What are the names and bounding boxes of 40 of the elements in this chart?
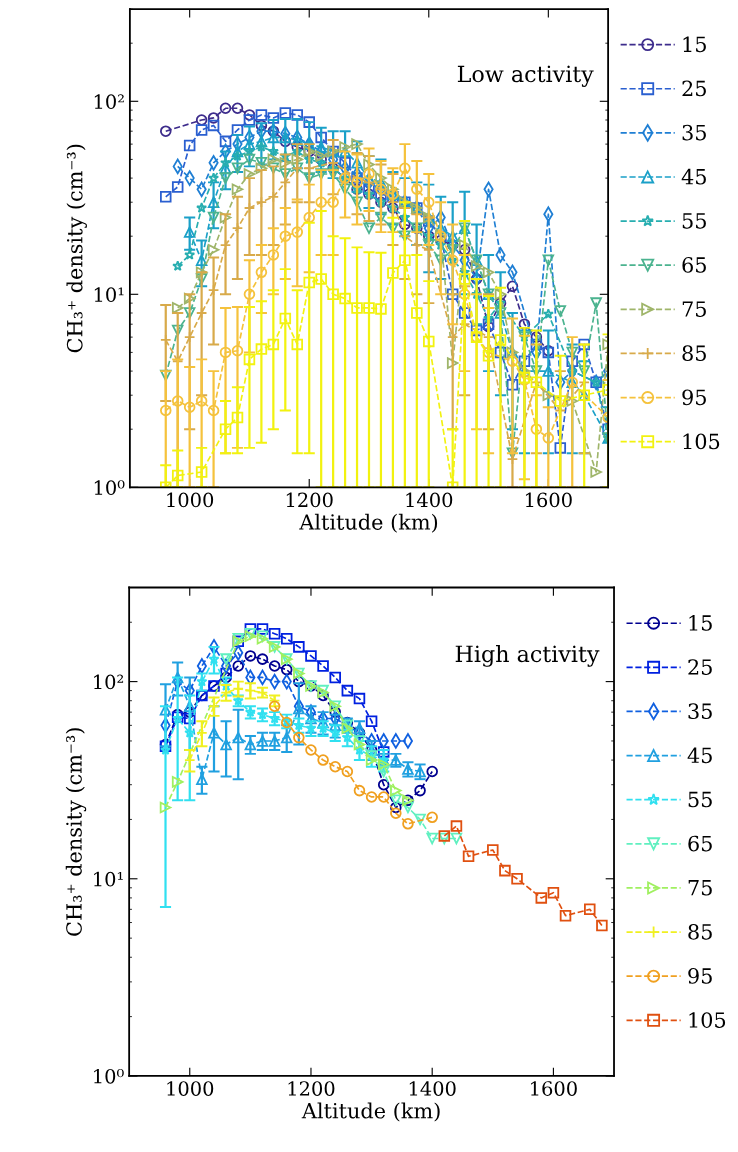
legend-label: 25 xyxy=(682,80,706,97)
legend-label: 35 xyxy=(682,124,706,141)
legend-label: 105 xyxy=(689,1012,726,1028)
legend-label: 55 xyxy=(688,791,712,808)
legend-label: 95 xyxy=(688,968,712,984)
annotation: High activity xyxy=(455,644,600,667)
y-axis-title: CH₃⁺ density (cm⁻³) xyxy=(65,728,87,936)
x-axis-title: Altitude (km) xyxy=(301,1102,440,1122)
y-tick-label: 10¹ xyxy=(94,287,124,302)
legend-label: 15 xyxy=(683,36,706,53)
legend-label: 45 xyxy=(687,747,712,764)
y-tick-label: 10² xyxy=(94,674,124,690)
x-tick-label: 1600 xyxy=(525,492,572,508)
x-tick-label: 1600 xyxy=(531,1081,577,1096)
x-tick-label: 1400 xyxy=(406,492,453,508)
y-axis-title: CH₃⁺ density (cm⁻³) xyxy=(66,144,87,353)
y-tick-label: 10² xyxy=(94,94,124,109)
legend-label: 85 xyxy=(682,345,706,362)
x-tick-label: 1200 xyxy=(286,492,333,508)
x-tick-label: 1400 xyxy=(409,1081,456,1096)
legend-label: 75 xyxy=(688,880,712,896)
legend-label: 15 xyxy=(689,615,712,631)
legend-label: 75 xyxy=(682,301,706,317)
legend-label: 65 xyxy=(688,835,712,852)
legend-label: 25 xyxy=(688,659,712,675)
y-tick-label: 10⁰ xyxy=(94,1068,124,1084)
legend-label: 95 xyxy=(682,389,706,406)
legend-label: 85 xyxy=(688,923,712,940)
legend-label: 35 xyxy=(688,703,712,720)
x-tick-label: 1200 xyxy=(288,1081,335,1096)
legend-label: 55 xyxy=(682,213,706,229)
x-axis-title: Altitude (km) xyxy=(299,513,438,533)
legend-label: 65 xyxy=(682,257,706,273)
x-tick-label: 1000 xyxy=(167,492,214,508)
x-tick-label: 1000 xyxy=(167,1081,214,1096)
legend-label: 105 xyxy=(683,433,720,450)
y-tick-label: 10⁰ xyxy=(94,480,125,495)
y-tick-label: 10¹ xyxy=(94,871,123,887)
annotation: Low activity xyxy=(457,65,594,87)
legend-label: 45 xyxy=(681,168,706,185)
